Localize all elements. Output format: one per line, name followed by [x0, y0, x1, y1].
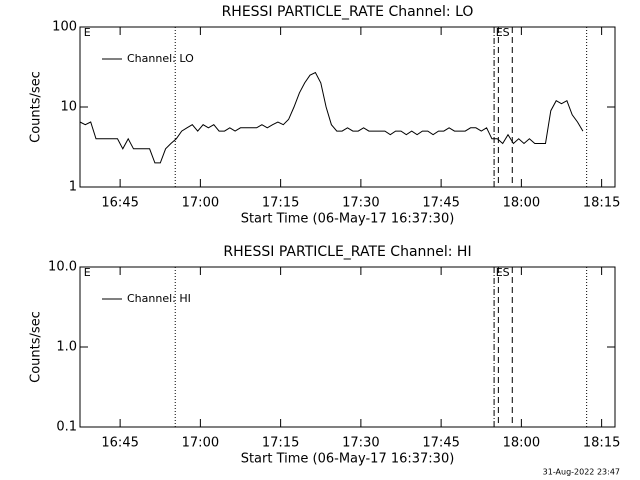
y-tick-label: 1	[69, 180, 77, 195]
x-tick-label: 17:45	[422, 196, 459, 211]
x-tick-label: 17:30	[342, 436, 379, 451]
x-tick-label: 16:45	[101, 196, 138, 211]
y-tick-label: 100	[52, 20, 77, 35]
x-tick-label: 18:15	[583, 436, 620, 451]
x-tick-label: 16:45	[101, 436, 138, 451]
x-tick-label: 17:15	[262, 196, 299, 211]
x-tick-label: 17:45	[422, 436, 459, 451]
x-tick-label: 17:00	[182, 436, 219, 451]
x-tick-label: 17:30	[342, 196, 379, 211]
x-tick-label: 18:00	[503, 436, 540, 451]
x-tick-label: 17:00	[182, 196, 219, 211]
legend-label: Channel: LO	[127, 52, 194, 65]
chart-title: RHESSI PARTICLE_RATE Channel: HI	[223, 244, 471, 260]
y-tick-label: 1.0	[56, 340, 77, 355]
annotation: ES	[496, 266, 510, 279]
x-axis-label: Start Time (06-May-17 16:37:30)	[241, 452, 455, 467]
footer: 31-Aug-2022 23:47	[543, 468, 620, 477]
y-tick-label: 0.1	[56, 420, 77, 435]
y-axis-label: Counts/sec	[29, 71, 44, 143]
y-tick-label: 10.0	[48, 260, 77, 275]
y-tick-label: 10	[60, 100, 77, 115]
chart-title: RHESSI PARTICLE_RATE Channel: LO	[222, 4, 474, 20]
annotation: E	[84, 26, 91, 39]
annotation: ES	[496, 26, 510, 39]
y-axis-label: Counts/sec	[29, 311, 44, 383]
x-tick-label: 18:15	[583, 196, 620, 211]
annotation: E	[84, 266, 91, 279]
x-tick-label: 17:15	[262, 436, 299, 451]
x-axis-label: Start Time (06-May-17 16:37:30)	[241, 212, 455, 227]
data-line	[79, 71, 584, 164]
x-tick-label: 18:00	[503, 196, 540, 211]
legend-label: Channel: HI	[127, 292, 191, 305]
